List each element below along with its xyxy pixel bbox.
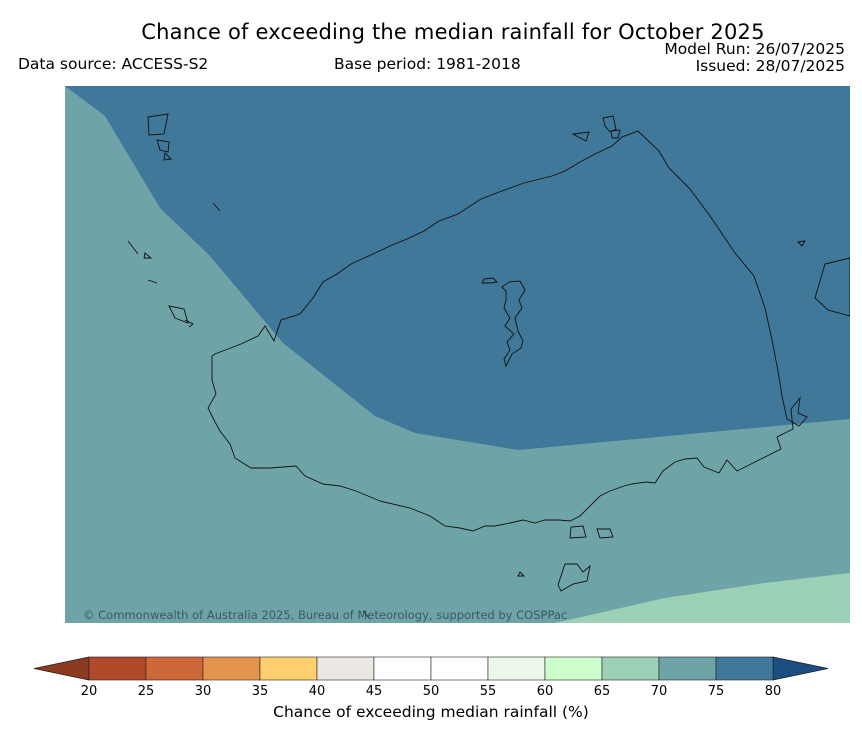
colorbar-segment [658,656,717,681]
map-title: Chance of exceeding the median rainfall … [141,20,765,44]
colorbar-segment [715,656,774,681]
colorbar-segment [202,656,261,681]
colorbar-tick-label: 35 [252,684,269,699]
copyright-notice: © Commonwealth of Australia 2025, Bureau… [83,608,568,622]
colorbar-segment [259,656,318,681]
colorbar-segment [145,656,204,681]
colorbar-tick-label: 25 [138,684,155,699]
zone-75-80 [65,86,850,450]
run-info: Model Run: 26/07/2025 Issued: 28/07/2025 [664,41,845,75]
colorbar-under-arrow [33,656,90,681]
colorbar-tick-label: 45 [366,684,383,699]
issued-label: Issued: 28/07/2025 [695,57,845,75]
colorbar-segment [88,656,147,681]
colorbar-tick-label: 20 [81,684,98,699]
colorbar-over-arrow [772,656,829,681]
colorbar-tick-label: 70 [651,684,668,699]
colorbar-segment [487,656,546,681]
colorbar-tick-label: 60 [537,684,554,699]
zone-65-70 [555,573,850,623]
colorbar-tick-label: 80 [765,684,782,699]
colorbar-segment [373,656,432,681]
map-canvas [65,86,850,623]
colorbar-tick-label: 40 [309,684,326,699]
colorbar-label: Chance of exceeding median rainfall (%) [273,703,589,721]
colorbar-tick-label: 30 [195,684,212,699]
base-period-label: Base period: 1981-2018 [334,55,521,73]
coastline [127,113,850,620]
colorbar: 20 25 30 35 40 45 50 55 60 65 70 75 80 [33,656,829,699]
model-run-label: Model Run: 26/07/2025 [664,40,845,58]
colorbar-tick-label: 55 [480,684,497,699]
colorbar-tick-label: 50 [423,684,440,699]
colorbar-segment [316,656,375,681]
data-source-label: Data source: ACCESS-S2 [18,55,209,73]
colorbar-segment [430,656,489,681]
colorbar-tick-label: 75 [708,684,725,699]
colorbar-segment [601,656,660,681]
colorbar-tick-label: 65 [594,684,611,699]
colorbar-segment [544,656,603,681]
map-panel: © Commonwealth of Australia 2025, Bureau… [65,86,850,623]
